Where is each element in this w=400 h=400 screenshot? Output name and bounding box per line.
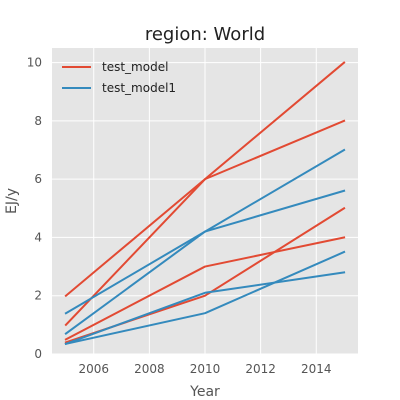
series-line-2 [64, 61, 346, 327]
y-axis-label: EJ/y [4, 188, 20, 214]
y-tick-label: 4 [34, 230, 42, 244]
y-tick-label: 10 [27, 56, 42, 70]
grid-lines [52, 48, 358, 355]
series-line-3 [64, 236, 346, 341]
y-tick-label: 8 [34, 114, 42, 128]
series-line-7 [64, 271, 346, 346]
tick-labels: 2006 2008 2010 2012 2014 0 2 4 6 8 10 [27, 56, 332, 376]
y-tick-label: 2 [34, 289, 42, 303]
legend-label: test_model [102, 60, 168, 74]
legend: test_model test_model1 [62, 60, 176, 95]
y-tick-label: 6 [34, 172, 42, 186]
x-tick-label: 2008 [134, 362, 165, 376]
chart-title: region: World [145, 24, 265, 45]
x-tick-label: 2006 [78, 362, 109, 376]
x-tick-label: 2010 [190, 362, 221, 376]
x-tick-label: 2014 [301, 362, 332, 376]
series-line-8 [64, 250, 346, 345]
x-axis-label: Year [189, 384, 220, 400]
legend-label: test_model1 [102, 81, 176, 95]
series-lines [64, 61, 346, 346]
y-tick-label: 0 [34, 347, 42, 361]
series-line-6 [64, 148, 346, 335]
x-tick-label: 2012 [245, 362, 276, 376]
